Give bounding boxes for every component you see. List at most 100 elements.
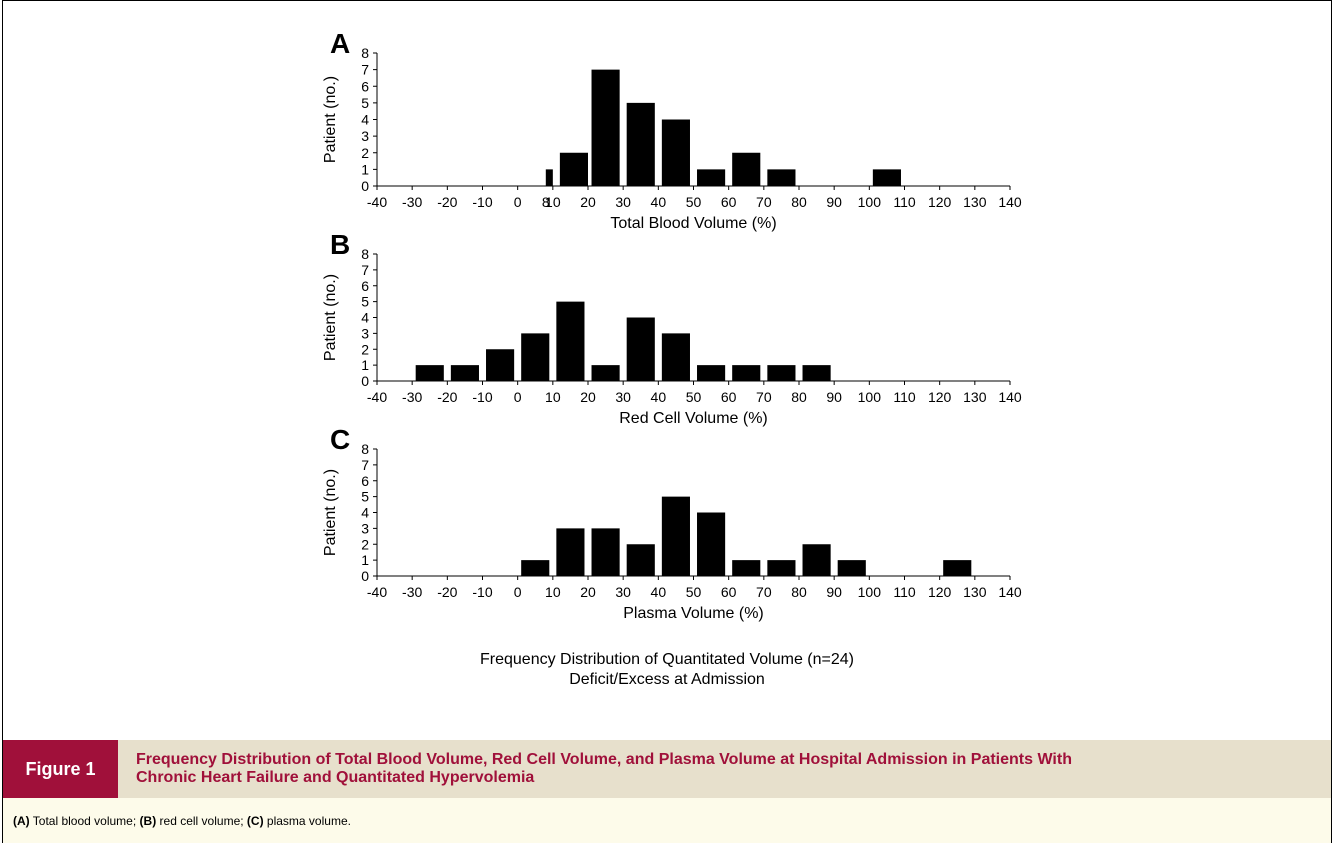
x-tick-label: 100 [858,389,882,405]
bar [486,349,515,381]
x-tick-label: 0 [514,389,522,405]
bar [767,560,796,576]
y-tick-label: 6 [361,78,369,94]
legend-key-b: (B) [139,814,157,828]
y-tick-label: 4 [361,505,369,521]
bar [559,152,588,186]
bar [872,169,901,186]
x-tick-label: 140 [998,584,1022,600]
bar [661,333,690,381]
x-tick-label: 70 [756,389,772,405]
x-tick-label: 70 [756,584,772,600]
y-tick-label: 6 [361,473,369,489]
x-tick-label: 40 [651,584,667,600]
x-tick-label: 20 [580,194,596,210]
x-tick-label: 60 [721,584,737,600]
bar [626,544,655,576]
y-tick-label: 8 [361,246,369,262]
panel-label: B [330,229,350,260]
x-tick-label: 90 [826,389,842,405]
x-tick-label: -40 [367,194,387,210]
y-tick-label: 1 [361,357,369,373]
y-tick-label: 3 [361,325,369,341]
x-tick-label: 140 [998,389,1022,405]
x-tick-label: 80 [791,389,807,405]
y-tick-label: 7 [361,457,369,473]
x-tick-label: -10 [472,194,492,210]
x-tick-label: -10 [472,584,492,600]
x-tick-label: 110 [893,389,916,405]
x-tick-label: 120 [928,194,952,210]
x-tick-label: 110 [893,584,916,600]
x-tick-label: 100 [858,194,882,210]
y-tick-label: 1 [361,552,369,568]
x-tick-label: 30 [615,389,631,405]
x-tick-label: 0 [514,584,522,600]
x-axis-label: Plasma Volume (%) [623,605,764,622]
legend-text-c: plasma volume. [263,814,351,828]
x-tick-label: -30 [402,194,422,210]
x-tick-label: 120 [928,584,952,600]
y-tick-label: 0 [361,373,369,389]
figure-label: Figure 1 [3,740,118,798]
summary-line-2: Deficit/Excess at Admission [569,671,765,688]
bar [697,512,726,576]
x-tick-label: 40 [651,194,667,210]
y-tick-label: 7 [361,62,369,78]
x-tick-label: 30 [615,584,631,600]
bar [661,496,690,576]
bar [943,560,972,576]
bar [837,560,866,576]
bar [521,333,550,381]
x-tick-label: 130 [963,389,987,405]
x-tick-label: 80 [791,194,807,210]
x-tick-label: 10 [545,194,561,210]
bar [661,119,690,186]
y-axis-label: Patient (no.) [322,274,339,361]
y-tick-label: 5 [361,95,369,111]
legend-key-c: (C) [246,814,264,828]
bar [697,169,726,186]
bar [591,528,620,576]
x-tick-label: 20 [580,389,596,405]
x-tick-label: -40 [367,389,387,405]
y-tick-label: 7 [361,262,369,278]
x-tick-label: 30 [615,194,631,210]
x-tick-label: 130 [963,194,987,210]
x-tick-label: 20 [580,584,596,600]
figure-header: Figure 1 Frequency Distribution of Total… [3,740,1331,798]
x-tick-label: -30 [402,389,422,405]
panel-label: C [330,424,350,455]
x-tick-label: -20 [437,584,457,600]
x-tick-label: 80 [791,584,807,600]
x-tick-label: 110 [893,194,916,210]
y-tick-label: 2 [361,536,369,552]
y-tick-label: 1 [361,161,369,177]
bar [802,365,831,381]
x-tick-label: 40 [651,389,667,405]
y-tick-label: 4 [361,112,369,128]
x-tick-label: 100 [858,584,882,600]
y-tick-label: 5 [361,489,369,505]
bar [556,301,585,381]
x-tick-label: 50 [686,389,702,405]
legend-text-b: red cell volume; [156,814,247,828]
y-tick-label: 3 [361,128,369,144]
y-tick-label: 5 [361,294,369,310]
x-tick-label: -10 [472,389,492,405]
x-tick-label: 130 [963,584,987,600]
figure-title: Frequency Distribution of Total Blood Vo… [136,751,1072,786]
x-tick-label: 10 [545,584,561,600]
y-tick-label: 4 [361,310,369,326]
y-axis-label: Patient (no.) [322,469,339,556]
x-tick-label: 90 [826,194,842,210]
x-tick-label: -30 [402,584,422,600]
x-tick-label: 90 [826,584,842,600]
x-tick-label: 70 [756,194,772,210]
x-tick-label: 120 [928,389,952,405]
bar [415,365,444,381]
